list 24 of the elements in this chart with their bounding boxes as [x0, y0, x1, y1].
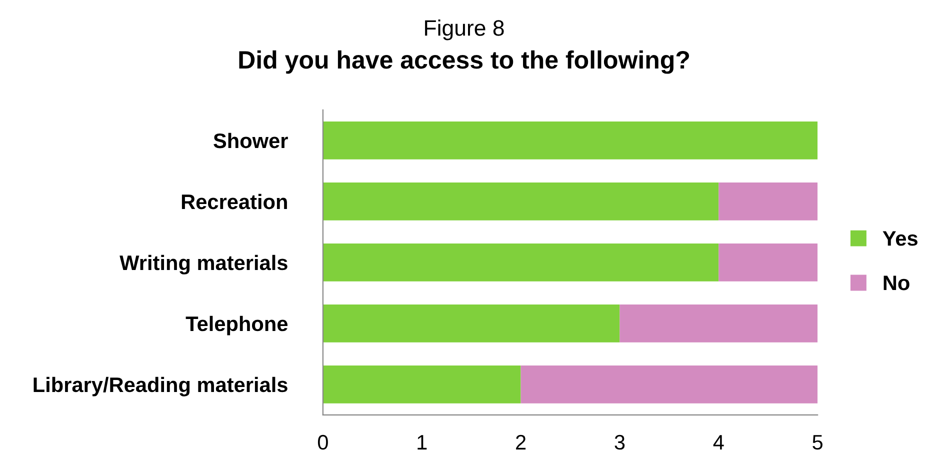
x-tick-label: 4: [713, 435, 724, 450]
x-tick-label: 3: [614, 434, 625, 450]
bar: [520, 366, 818, 404]
legend-label: No: [884, 276, 910, 290]
bar: [322, 304, 620, 342]
chart-subtitle: Figure 8: [425, 20, 504, 40]
bar: [620, 304, 818, 342]
x-tick-label: 0: [318, 434, 328, 450]
y-tick-label: Recreation: [182, 194, 287, 210]
bar: [718, 182, 818, 220]
y-tick-label: Shower: [214, 132, 288, 148]
bar: [322, 182, 719, 220]
chart-title: Did you have access to the following?: [239, 50, 690, 74]
bar: [322, 122, 818, 160]
y-tick-label: Library/Reading materials: [34, 376, 288, 396]
bar: [718, 244, 818, 282]
x-tick-label: 1: [418, 435, 427, 450]
bar: [322, 244, 719, 282]
bar: [322, 366, 521, 404]
x-tick-label: 5: [812, 435, 822, 450]
x-tick-label: 2: [516, 434, 526, 450]
y-tick-label: Writing materials: [120, 254, 288, 274]
y-tick-label: Telephone: [186, 316, 288, 336]
legend-label: Yes: [882, 231, 918, 246]
